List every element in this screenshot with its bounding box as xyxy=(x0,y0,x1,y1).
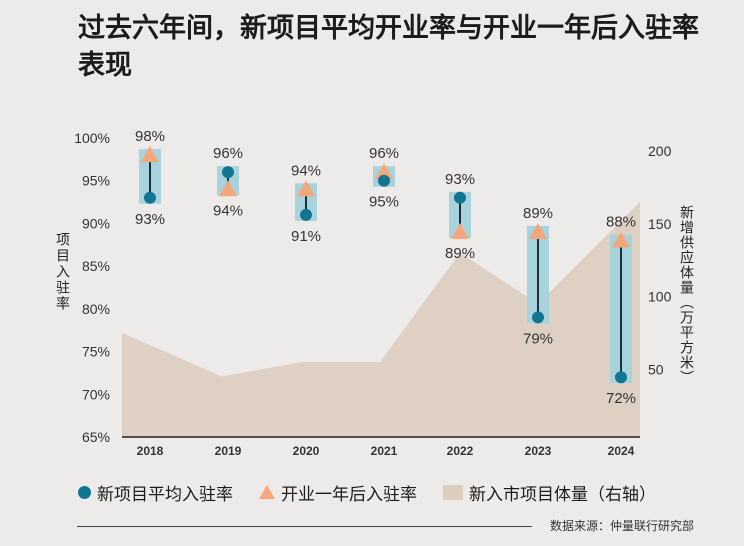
supply-area-layer xyxy=(122,201,640,437)
legend: 新项目平均入驻率 开业一年后入驻率 新入市项目体量（右轴） xyxy=(78,478,682,506)
avg-rate-dot xyxy=(300,208,312,221)
avg-rate-label: 96% xyxy=(213,145,243,162)
avg-rate-label: 93% xyxy=(445,171,475,188)
legend-item-open: 开业一年后入驻率 xyxy=(259,480,417,505)
avg-rate-label: 93% xyxy=(135,211,165,228)
y-left-axis-label: 项目入驻率 xyxy=(54,232,70,312)
avg-rate-dot xyxy=(454,191,466,204)
legend-label-open: 开业一年后入驻率 xyxy=(281,484,417,505)
avg-rate-label: 91% xyxy=(291,228,321,245)
y-left-tick-label: 70% xyxy=(82,386,110,402)
x-tick-label: 2022 xyxy=(447,444,474,458)
open-rate-label: 94% xyxy=(213,202,243,219)
open-rate-label: 98% xyxy=(135,128,165,145)
avg-rate-dot xyxy=(532,311,544,324)
legend-area-icon xyxy=(443,484,463,500)
y-left-tick-label: 85% xyxy=(82,258,110,274)
x-tick-label: 2021 xyxy=(371,444,398,458)
legend-dot-icon xyxy=(78,485,91,499)
legend-triangle-icon xyxy=(259,485,275,499)
open-rate-label: 96% xyxy=(369,145,399,162)
y-right-tick-label: 150 xyxy=(648,216,672,232)
open-rate-label: 94% xyxy=(291,162,321,179)
label-layer: 93% 98% 96% 94% 91% 94% 95% 96% 93% 89% 79% 89% 72% 8… xyxy=(135,128,636,407)
y-left-tick-label: 65% xyxy=(82,429,110,445)
y-right-tick-label: 100 xyxy=(648,289,672,305)
y-left-tick-label: 80% xyxy=(82,301,110,317)
open-rate-triangle xyxy=(297,180,315,197)
y-left-tick-label: 100% xyxy=(74,130,110,146)
x-tick-label: 2020 xyxy=(293,444,320,458)
open-rate-triangle xyxy=(375,163,393,180)
x-tick-label: 2023 xyxy=(525,444,552,458)
avg-rate-label: 79% xyxy=(523,330,553,347)
y-left-tick-label: 90% xyxy=(82,215,110,231)
open-rate-label: 89% xyxy=(445,245,475,262)
legend-item-avg: 新项目平均入驻率 xyxy=(78,480,233,505)
legend-label-avg: 新项目平均入驻率 xyxy=(97,484,233,505)
x-tick-label: 2018 xyxy=(137,444,164,458)
y-right-axis-label: 新增供应体量（万平方米） xyxy=(678,205,694,385)
avg-rate-dot xyxy=(222,166,234,179)
open-rate-triangle xyxy=(451,222,469,239)
y-right-tick-label: 200 xyxy=(648,143,672,159)
supply-area xyxy=(122,201,640,437)
open-rate-triangle xyxy=(529,222,547,239)
avg-rate-dot xyxy=(378,174,390,187)
x-tick-label: 2019 xyxy=(215,444,242,458)
open-rate-label: 89% xyxy=(523,205,553,222)
avg-rate-label: 72% xyxy=(606,390,636,407)
avg-rate-dot xyxy=(144,191,156,204)
axes: 100% 95% 90% 85% 80% 75% 70% 65% 200 150 100 50 2018… xyxy=(54,130,694,458)
legend-item-area: 新入市项目体量（右轴） xyxy=(443,480,656,505)
y-right-tick-label: 50 xyxy=(648,361,664,377)
legend-label-area: 新入市项目体量（右轴） xyxy=(469,484,656,505)
footer-divider xyxy=(77,526,532,527)
open-rate-triangle xyxy=(141,146,159,163)
open-rate-label: 88% xyxy=(606,214,636,231)
open-rate-triangle xyxy=(612,231,630,248)
avg-rate-label: 95% xyxy=(369,194,399,211)
y-left-tick-label: 95% xyxy=(82,173,110,189)
marker-layer xyxy=(141,146,630,384)
avg-rate-dot xyxy=(615,371,627,384)
open-rate-triangle xyxy=(219,180,237,197)
x-tick-label: 2024 xyxy=(608,444,635,458)
source-note: 数据来源：仲量联行研究部 xyxy=(550,519,695,533)
chart-title: 过去六年间，新项目平均开业率与开业一年后入驻率表现 xyxy=(78,13,699,81)
y-left-tick-label: 75% xyxy=(82,344,110,360)
